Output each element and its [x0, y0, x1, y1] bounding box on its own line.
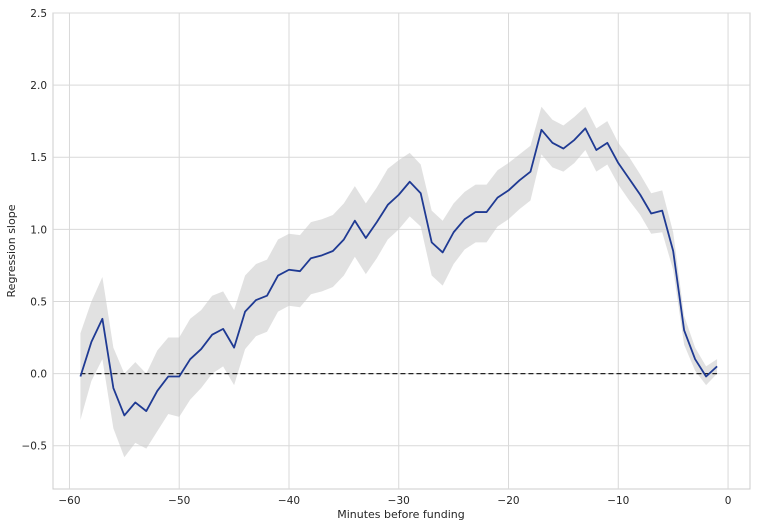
y-tick-label: −0.5: [22, 441, 48, 453]
x-tick-label: −30: [388, 495, 410, 507]
y-tick-label: 1.5: [30, 152, 47, 164]
series-line: [79, 127, 718, 417]
y-tick-label: 1.0: [30, 224, 47, 236]
x-tick-label: 0: [725, 495, 732, 507]
y-axis-title: Regression slope: [5, 204, 18, 297]
x-tick-label: −50: [168, 495, 190, 507]
confidence-band: [80, 106, 718, 458]
series-line-layer: [79, 127, 718, 417]
x-tick-label: −60: [58, 495, 80, 507]
y-tick-label: 0.0: [30, 369, 47, 381]
x-axis-title: Minutes before funding: [337, 508, 465, 521]
y-tick-labels: −0.5 0.0 0.5 1.0 1.5 2.0 2.5: [22, 8, 48, 453]
y-tick-label: 0.5: [30, 296, 47, 308]
x-tick-label: −20: [497, 495, 519, 507]
y-tick-label: 2.0: [30, 80, 47, 92]
x-tick-label: −40: [278, 495, 300, 507]
x-tick-label: −10: [607, 495, 629, 507]
y-tick-label: 2.5: [30, 8, 47, 20]
confidence-band-layer: [80, 106, 718, 458]
x-tick-labels: −60 −50 −40 −30 −20 −10 0: [58, 495, 731, 507]
